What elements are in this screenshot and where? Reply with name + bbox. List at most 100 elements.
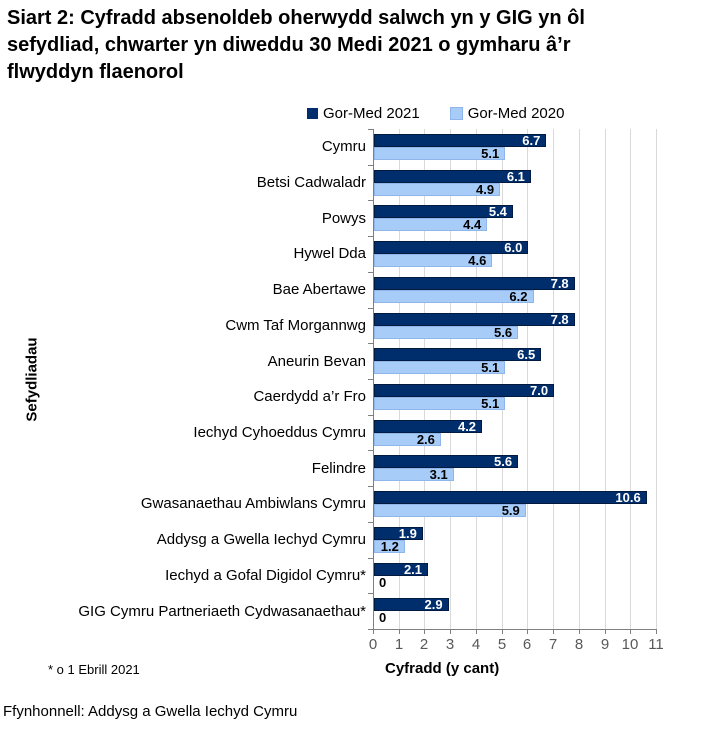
legend-item-gor-med-2020: Gor-Med 2020 <box>449 105 565 122</box>
bar-gor-med-2021: 2.9 <box>374 597 449 613</box>
chart-title-line-3: flwyddyn flaenorol <box>7 61 184 83</box>
footnote: * o 1 Ebrill 2021 <box>48 662 140 677</box>
x-axis-tick-label: 0 <box>368 636 378 653</box>
chart-title: Siart 2: Cyfradd absenoldeb oherwydd sal… <box>7 5 703 86</box>
x-axis-tick-label: 11 <box>648 636 664 653</box>
x-axis-tick-label: 2 <box>419 636 429 653</box>
y-axis-tick <box>368 414 373 416</box>
y-axis-tick <box>368 343 373 345</box>
x-axis-tick-label: 8 <box>574 636 584 653</box>
gridline <box>476 129 477 629</box>
bar-gor-med-2021: 6.0 <box>374 240 529 256</box>
y-axis-tick <box>368 236 373 238</box>
bar-gor-med-2020: 5.1 <box>374 396 506 411</box>
y-axis-tick <box>368 486 373 488</box>
bar-value-label: 5.9 <box>501 503 520 519</box>
bar-value-label: 2.9 <box>424 597 443 613</box>
y-axis-tick <box>368 557 373 559</box>
bar-gor-med-2021: 7.8 <box>374 276 575 291</box>
bar-gor-med-2021: 1.9 <box>374 526 423 541</box>
bar-value-label: 6.2 <box>509 288 528 304</box>
bar-gor-med-2020: 5.1 <box>374 146 506 161</box>
y-axis-tick <box>368 164 373 166</box>
bar-value-label: 4.4 <box>463 217 482 233</box>
x-axis-tick-label: 6 <box>522 636 532 653</box>
x-axis-tick-label: 5 <box>497 636 507 653</box>
y-axis-tick <box>368 200 373 202</box>
category-label: Addysg a Gwella Iechyd Cymru <box>156 531 366 549</box>
x-axis-title: Cyfradd (y cant) <box>385 660 500 677</box>
x-axis-tick <box>579 630 580 634</box>
bar-gor-med-2021: 6.1 <box>374 168 531 184</box>
x-axis-tick <box>502 630 503 634</box>
bar-value-label: 0 <box>379 574 387 590</box>
x-axis-tick-label: 4 <box>471 636 481 653</box>
bar-value-label: 5.6 <box>493 454 513 470</box>
bar-gor-med-2021: 2.1 <box>374 562 429 577</box>
gridline <box>424 129 425 629</box>
x-axis-tick <box>373 630 374 634</box>
gridline <box>450 129 451 629</box>
bar-value-label: 5.6 <box>493 324 513 340</box>
bar-gor-med-2020: 3.1 <box>374 467 454 483</box>
chart-title-line-2: sefydliad, chwarter yn diweddu 30 Medi 2… <box>7 34 571 56</box>
legend-swatch-2021-icon <box>307 108 318 119</box>
x-axis-tick <box>450 630 451 634</box>
y-axis-tick <box>368 307 373 309</box>
category-label: Hywel Dda <box>293 245 366 263</box>
bar-gor-med-2020: 1.2 <box>374 538 405 554</box>
bar-gor-med-2020: 5.1 <box>374 360 506 375</box>
category-label: Betsi Cadwaladr <box>256 174 366 192</box>
gridline <box>502 129 503 629</box>
category-label: GIG Cymru Partneriaeth Cydwasanaethau* <box>78 602 366 620</box>
x-axis-tick-label: 1 <box>394 636 404 653</box>
gridline <box>579 129 580 629</box>
y-axis-tick <box>368 521 373 523</box>
bar-value-label: 5.1 <box>481 146 500 161</box>
y-axis-tick <box>368 450 373 452</box>
bar-value-label: 0 <box>379 610 387 626</box>
source-line: Ffynhonnell: Addysg a Gwella Iechyd Cymr… <box>3 703 298 720</box>
gridline <box>656 129 657 629</box>
bar-gor-med-2020: 4.4 <box>374 217 488 233</box>
category-label: Caerdydd a’r Fro <box>253 388 366 406</box>
bar-gor-med-2021: 5.6 <box>374 454 519 470</box>
y-axis-tick <box>368 379 373 380</box>
bar-gor-med-2020: 6.2 <box>374 288 534 304</box>
bar-value-label: 7.8 <box>550 311 569 327</box>
category-label: Cymru <box>321 138 366 156</box>
y-axis-tick <box>368 271 373 273</box>
bar-value-label: 6.5 <box>517 347 536 363</box>
x-axis-tick <box>476 630 477 634</box>
y-axis-tick <box>368 593 373 595</box>
x-axis-tick <box>527 630 528 634</box>
bar-gor-med-2020: 2.6 <box>374 431 441 447</box>
gridline <box>527 129 528 629</box>
x-axis-tick <box>605 630 606 634</box>
bar-value-label: 4.6 <box>468 253 487 269</box>
bar-value-label: 6.7 <box>522 133 541 148</box>
category-label: Bae Abertawe <box>272 281 366 299</box>
bar-value-label: 2.6 <box>416 431 435 447</box>
bar-value-label: 6.0 <box>504 240 523 256</box>
bar-gor-med-2020: 5.6 <box>374 324 519 340</box>
bar-gor-med-2021: 7.0 <box>374 383 555 398</box>
bar-value-label: 3.1 <box>429 467 448 483</box>
bar-value-label: 7.0 <box>530 383 549 398</box>
legend-item-gor-med-2021: Gor-Med 2021 <box>307 105 420 122</box>
y-axis-line <box>373 129 374 630</box>
bar-gor-med-2021: 10.6 <box>374 490 647 505</box>
category-label: Felindre <box>311 459 366 477</box>
bar-value-label: 1.2 <box>380 538 399 554</box>
legend-label-2020: Gor-Med 2020 <box>467 105 565 122</box>
y-axis-tick <box>368 129 373 130</box>
x-axis-tick <box>656 630 657 634</box>
bar-value-label: 6.1 <box>506 168 525 184</box>
category-label: Cwm Taf Morgannwg <box>225 316 366 334</box>
bar-gor-med-2021: 6.5 <box>374 347 542 363</box>
category-label: Aneurin Bevan <box>267 352 366 370</box>
bar-gor-med-2020: 5.9 <box>374 503 526 519</box>
gridline <box>399 129 400 629</box>
category-labels: Cymru Betsi Cadwaladr Powys Hywel Dda Bae Ab… <box>0 129 366 629</box>
